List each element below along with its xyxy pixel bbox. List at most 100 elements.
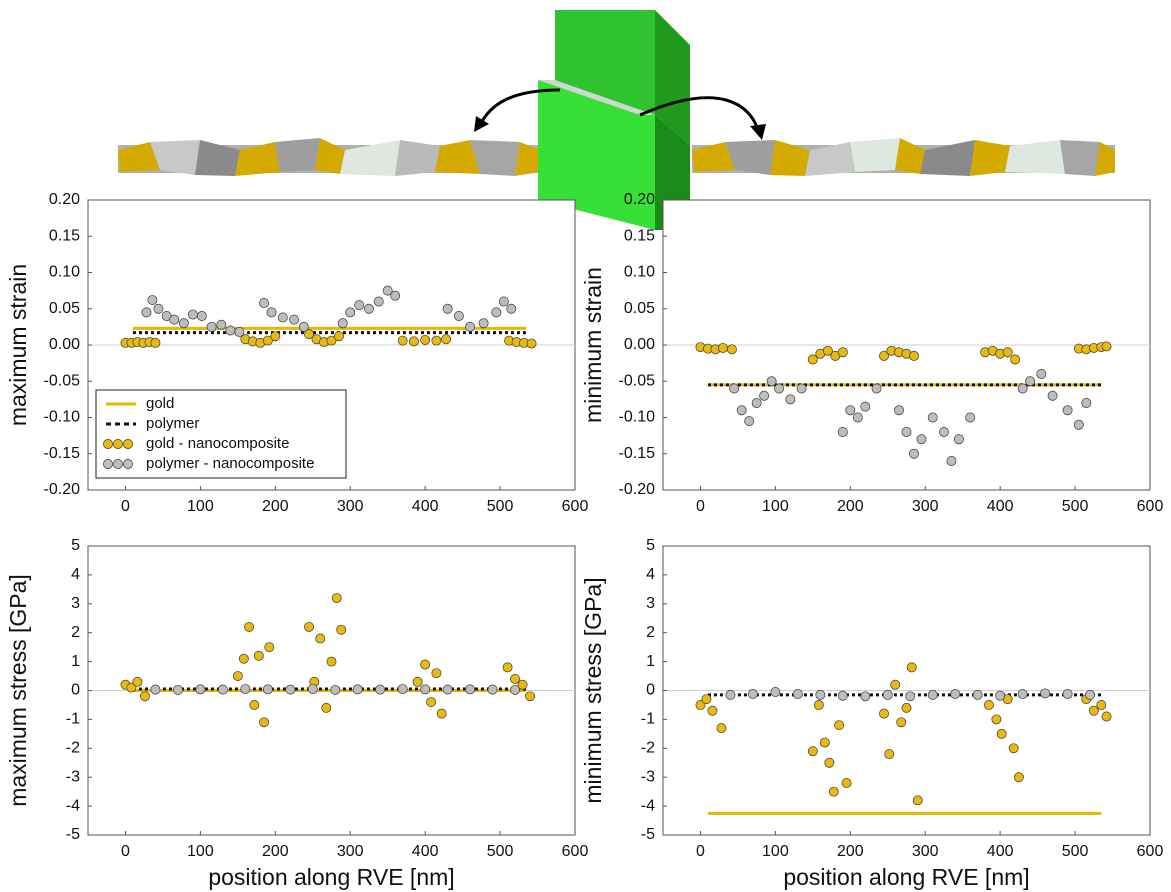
panel: -0.20 -0.15 -0.10 -0.05 0.00 0.05 0.10 0.15 0.20… — [5, 191, 588, 515]
marker — [725, 689, 736, 700]
marker — [517, 679, 528, 690]
marker — [153, 303, 164, 314]
y-tick-label: 5 — [71, 537, 80, 554]
marker — [141, 307, 152, 318]
y-tick-label: -0.10 — [44, 409, 81, 426]
marker — [262, 684, 273, 695]
marker — [326, 335, 337, 346]
marker — [375, 684, 386, 695]
marker — [253, 650, 264, 661]
panel: -5 -4 -3 -2 -1 0 1 2 3 4 5 0 100 200 300 400 500 600 maxim… — [5, 537, 588, 890]
marker — [747, 689, 758, 699]
marker — [420, 684, 431, 695]
marker — [1010, 354, 1021, 365]
y-tick-label: 1 — [71, 653, 80, 670]
x-tick-label: 400 — [987, 498, 1014, 515]
marker — [337, 318, 348, 329]
marker — [953, 434, 964, 445]
marker — [431, 335, 442, 346]
y-tick-label: 0.05 — [624, 300, 655, 317]
marker — [498, 296, 509, 307]
x-tick-label: 600 — [562, 843, 589, 860]
marker — [465, 321, 476, 332]
y-tick-label: 0.00 — [49, 336, 80, 353]
marker — [442, 303, 453, 314]
marker — [1073, 419, 1084, 430]
marker — [860, 691, 871, 702]
legend: gold polymer gold - nanocomposite polymer -… — [95, 389, 347, 479]
x-tick-label: 100 — [187, 843, 214, 860]
x-tick-label: 200 — [837, 498, 864, 515]
y-tick-label: -1 — [641, 711, 655, 728]
y-tick-label: -2 — [641, 740, 655, 757]
y-tick-label: -0.05 — [619, 372, 656, 389]
marker — [965, 412, 976, 423]
marker — [1047, 390, 1058, 401]
marker — [1081, 398, 1092, 408]
illustration — [118, 10, 1115, 230]
arrow-head — [474, 116, 489, 132]
x-tick-label: 200 — [262, 843, 289, 860]
marker — [408, 336, 419, 347]
marker — [420, 659, 431, 670]
marker — [1088, 705, 1099, 716]
legend-label: gold - nanocomposite — [146, 435, 289, 452]
y-axis-label: minimum strain — [580, 267, 606, 423]
y-tick-label: 0.00 — [624, 336, 655, 353]
marker — [995, 690, 1006, 701]
x-tick-label: 300 — [912, 498, 939, 515]
x-tick-label: 500 — [1062, 498, 1089, 515]
x-tick-label: 500 — [487, 843, 514, 860]
marker — [298, 321, 309, 332]
marker — [766, 376, 777, 387]
marker — [453, 311, 464, 321]
marker — [331, 593, 342, 603]
y-axis-label: minimum stress [GPa] — [580, 577, 606, 803]
x-tick-label: 300 — [337, 843, 364, 860]
marker — [259, 717, 270, 728]
marker — [364, 303, 374, 314]
marker — [916, 434, 927, 445]
marker — [1101, 711, 1112, 722]
marker — [126, 682, 137, 693]
marker — [927, 689, 938, 700]
marker — [259, 298, 270, 308]
x-tick-label: 400 — [987, 843, 1014, 860]
marker — [216, 319, 227, 330]
marker — [373, 296, 384, 307]
x-tick-label: 100 — [762, 843, 789, 860]
x-tick-label: 100 — [762, 498, 789, 515]
marker — [879, 708, 889, 719]
marker — [270, 331, 281, 342]
marker — [307, 684, 318, 695]
x-axis-label: position along RVE [nm] — [208, 864, 454, 890]
marker — [397, 684, 408, 695]
marker — [822, 345, 833, 356]
marker — [139, 691, 150, 702]
legend-marker — [123, 459, 133, 469]
marker — [707, 705, 718, 716]
x-tick-label: 300 — [912, 843, 939, 860]
grain-strip-left — [118, 138, 540, 176]
marker — [217, 684, 228, 695]
marker — [478, 318, 489, 329]
marker — [834, 720, 845, 731]
marker — [132, 676, 143, 687]
y-tick-label: -3 — [641, 768, 655, 785]
marker — [502, 662, 513, 673]
marker — [442, 684, 453, 695]
x-tick-label: 600 — [1137, 843, 1164, 860]
marker — [882, 689, 893, 700]
y-axis-label: maximum strain — [5, 264, 31, 426]
marker — [1062, 405, 1073, 416]
y-tick-label: -4 — [66, 797, 80, 814]
marker — [249, 700, 260, 710]
marker — [726, 344, 737, 355]
marker — [321, 702, 332, 713]
marker — [716, 723, 727, 734]
marker — [1040, 688, 1051, 699]
marker — [487, 684, 498, 695]
marker — [1085, 689, 1096, 700]
y-tick-label: -0.20 — [619, 481, 656, 498]
